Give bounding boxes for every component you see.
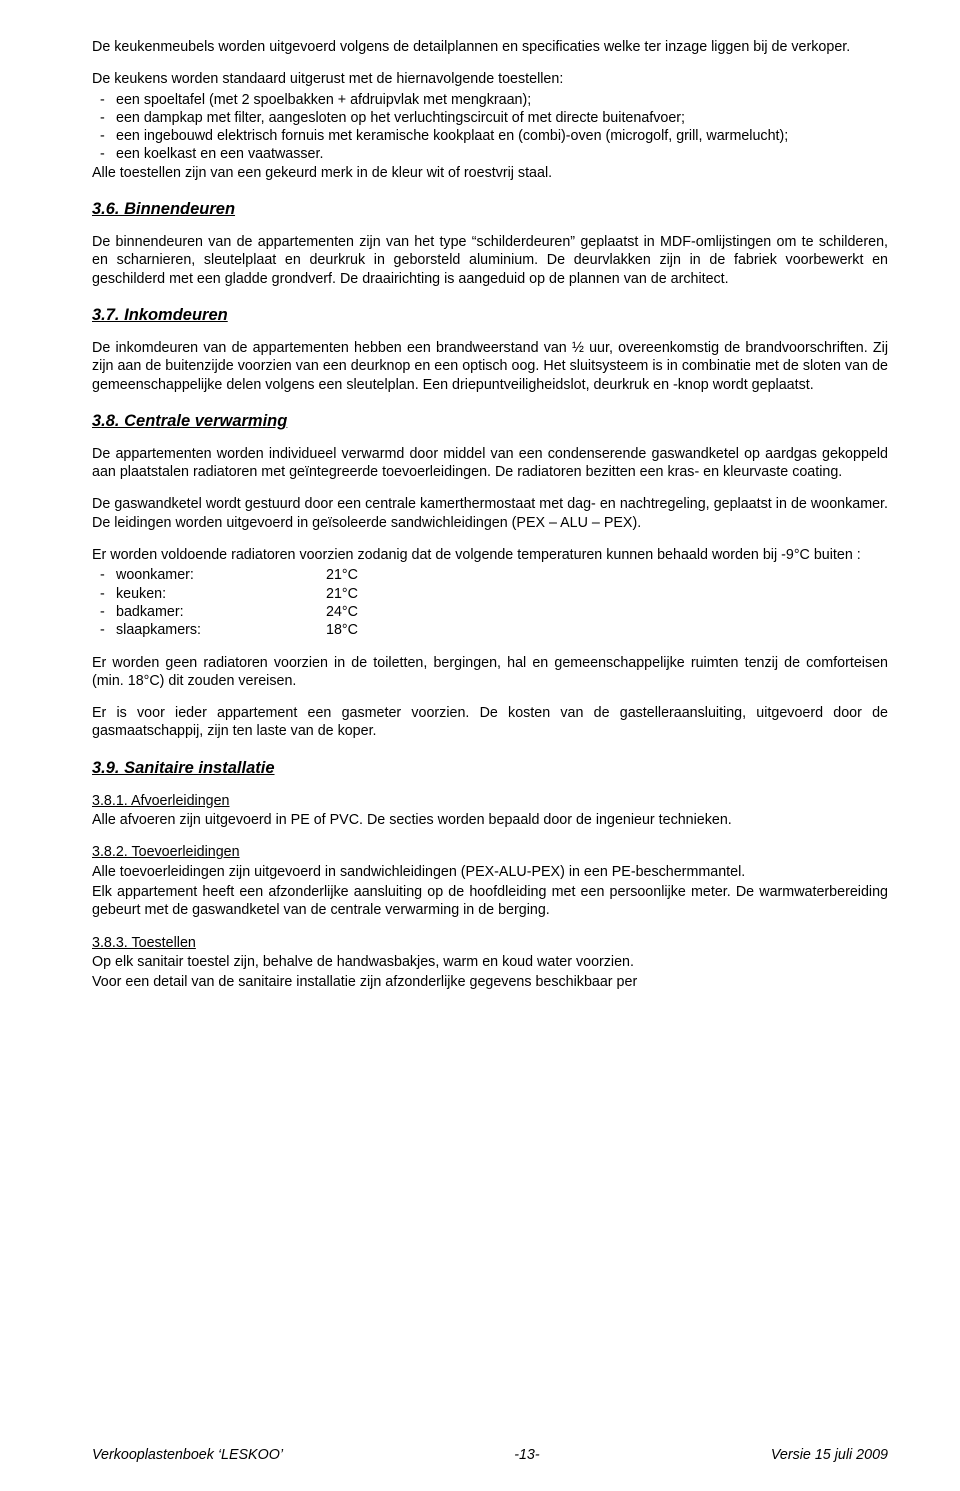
paragraph: Elk appartement heeft een afzonderlijke …	[92, 883, 888, 920]
paragraph: Er is voor ieder appartement een gasmete…	[92, 704, 888, 741]
paragraph: De inkomdeuren van de appartementen hebb…	[92, 339, 888, 394]
subheading-toevoerleidingen: 3.8.2. Toevoerleidingen	[92, 843, 888, 861]
paragraph: De binnendeuren van de appartementen zij…	[92, 233, 888, 288]
heading-centrale-verwarming: 3.8. Centrale verwarming	[92, 412, 888, 431]
list-item: een spoeltafel (met 2 spoelbakken + afdr…	[116, 91, 888, 109]
footer-right: Versie 15 juli 2009	[771, 1447, 888, 1463]
room-label: slaapkamers:	[116, 621, 326, 639]
subheading-toestellen: 3.8.3. Toestellen	[92, 934, 888, 952]
list-item: een ingebouwd elektrisch fornuis met ker…	[116, 127, 888, 145]
heading-binnendeuren: 3.6. Binnendeuren	[92, 200, 888, 219]
paragraph: De keukens worden standaard uitgerust me…	[92, 70, 888, 88]
page-footer: Verkooplastenboek ‘LESKOO’ -13- Versie 1…	[92, 1447, 888, 1463]
temperature-row: slaapkamers: 18°C	[116, 621, 888, 639]
footer-left: Verkooplastenboek ‘LESKOO’	[92, 1447, 283, 1463]
paragraph: Er worden geen radiatoren voorzien in de…	[92, 654, 888, 691]
paragraph: Alle afvoeren zijn uitgevoerd in PE of P…	[92, 811, 888, 829]
paragraph: Alle toevoerleidingen zijn uitgevoerd in…	[92, 863, 888, 881]
room-label: keuken:	[116, 585, 326, 603]
temperature-row: woonkamer: 21°C	[116, 566, 888, 584]
room-label: woonkamer:	[116, 566, 326, 584]
kitchen-list: een spoeltafel (met 2 spoelbakken + afdr…	[92, 91, 888, 164]
room-value: 24°C	[326, 603, 358, 621]
paragraph: De keukenmeubels worden uitgevoerd volge…	[92, 38, 888, 56]
room-value: 21°C	[326, 566, 358, 584]
room-value: 18°C	[326, 621, 358, 639]
heading-sanitaire-installatie: 3.9. Sanitaire installatie	[92, 759, 888, 778]
paragraph: De appartementen worden individueel verw…	[92, 445, 888, 482]
list-item: een dampkap met filter, aangesloten op h…	[116, 109, 888, 127]
paragraph: De gaswandketel wordt gestuurd door een …	[92, 495, 888, 532]
temperature-row: badkamer: 24°C	[116, 603, 888, 621]
temperature-row: keuken: 21°C	[116, 585, 888, 603]
paragraph: Alle toestellen zijn van een gekeurd mer…	[92, 164, 888, 182]
footer-center: -13-	[514, 1447, 539, 1463]
paragraph: Op elk sanitair toestel zijn, behalve de…	[92, 953, 888, 971]
room-label: badkamer:	[116, 603, 326, 621]
paragraph: Er worden voldoende radiatoren voorzien …	[92, 546, 888, 564]
paragraph: Voor een detail van de sanitaire install…	[92, 973, 888, 991]
list-item: een koelkast en een vaatwasser.	[116, 145, 888, 163]
temperature-list: woonkamer: 21°C keuken: 21°C badkamer: 2…	[92, 566, 888, 639]
subheading-afvoerleidingen: 3.8.1. Afvoerleidingen	[92, 792, 888, 810]
room-value: 21°C	[326, 585, 358, 603]
heading-inkomdeuren: 3.7. Inkomdeuren	[92, 306, 888, 325]
